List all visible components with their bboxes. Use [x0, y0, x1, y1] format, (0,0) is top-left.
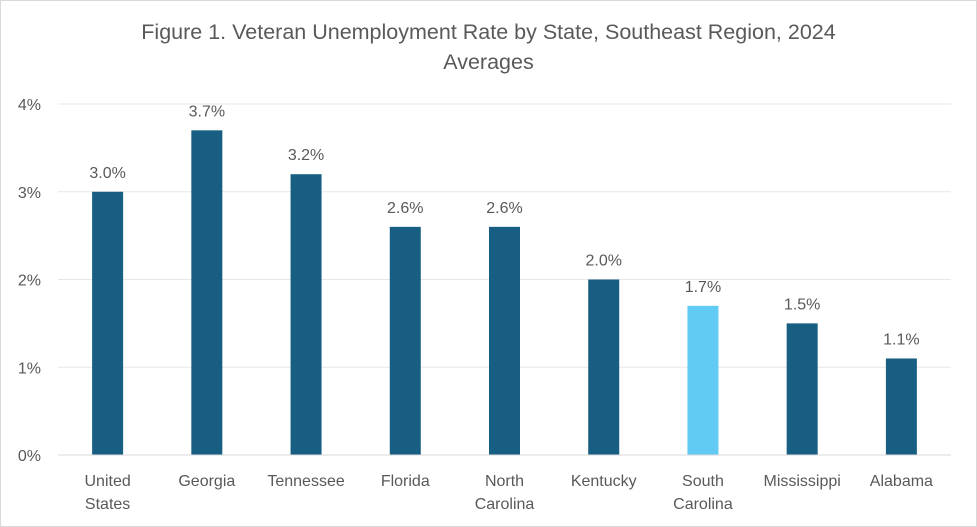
- y-tick-label: 1%: [18, 360, 41, 377]
- chart-title: Figure 1. Veteran Unemployment Rate by S…: [1, 17, 976, 77]
- bar: [588, 279, 620, 455]
- data-label: 3.0%: [89, 165, 125, 182]
- data-label: 1.7%: [685, 279, 721, 296]
- y-tick-label: 4%: [18, 97, 41, 114]
- chart-title-line-1: Figure 1. Veteran Unemployment Rate by S…: [141, 20, 836, 44]
- data-label: 3.7%: [189, 103, 225, 120]
- chart-title-line-2: Averages: [443, 50, 534, 74]
- data-label: 1.5%: [784, 296, 820, 313]
- x-tick-label: Kentucky: [571, 473, 637, 490]
- x-tick-label: Carolina: [475, 496, 535, 513]
- x-tick-label: South: [682, 473, 724, 490]
- x-tick-label: Mississippi: [763, 473, 840, 490]
- data-label: 2.0%: [585, 253, 621, 270]
- data-label: 2.6%: [387, 200, 423, 217]
- x-tick-label: States: [85, 496, 130, 513]
- x-tick-label: North: [485, 473, 524, 490]
- data-label: 1.1%: [883, 331, 919, 348]
- y-tick-label: 3%: [18, 185, 41, 202]
- bar: [687, 305, 719, 455]
- bar: [191, 130, 223, 455]
- x-tick-label: Tennessee: [267, 473, 344, 490]
- bar: [92, 191, 124, 455]
- data-label: 2.6%: [486, 200, 522, 217]
- bar: [389, 226, 421, 455]
- bar: [290, 174, 322, 455]
- x-tick-label: Florida: [381, 473, 430, 490]
- y-tick-label: 2%: [18, 273, 41, 290]
- data-label: 3.2%: [288, 147, 324, 164]
- x-tick-label: Georgia: [178, 473, 235, 490]
- y-tick-label: 0%: [18, 448, 41, 465]
- bar: [489, 226, 520, 455]
- x-tick-label: United: [84, 473, 130, 490]
- x-tick-label: Carolina: [673, 496, 733, 513]
- bar: [786, 323, 818, 455]
- bar: [885, 358, 917, 455]
- x-tick-label: Alabama: [870, 473, 933, 490]
